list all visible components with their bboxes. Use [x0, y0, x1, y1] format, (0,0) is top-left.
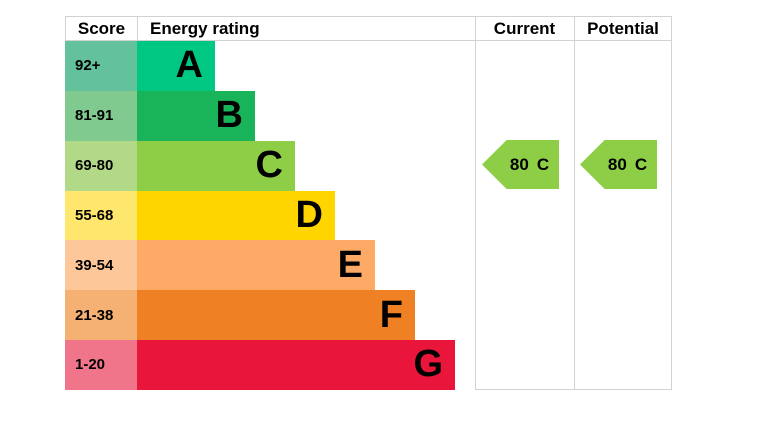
- score-cell-f: 21-38: [65, 290, 137, 341]
- rating-bar-b: B: [137, 90, 255, 141]
- score-cell-a: 92+: [65, 41, 137, 91]
- score-cell-e: 39-54: [65, 240, 137, 291]
- rating-bands: 92+ A 81-91 B 69-80 C 55-68 D 39-54 E 21…: [65, 41, 455, 390]
- header-energy-rating: Energy rating: [150, 19, 260, 38]
- band-row-e: 39-54 E: [65, 240, 455, 291]
- rating-bar-d: D: [137, 190, 335, 241]
- band-row-f: 21-38 F: [65, 290, 455, 341]
- current-score-value: 80: [509, 154, 529, 174]
- current-column-divider: [475, 16, 574, 390]
- header-row: Score Energy rating Current Potential: [65, 16, 672, 41]
- rating-bar-c: C: [137, 140, 295, 191]
- header-potential: Potential: [587, 19, 659, 38]
- band-row-d: 55-68 D: [65, 190, 455, 241]
- rating-bar-f: F: [137, 290, 415, 341]
- rating-bar-a: A: [137, 41, 215, 91]
- rating-bar-g: G: [137, 340, 455, 390]
- score-cell-c: 69-80: [65, 140, 137, 191]
- band-row-b: 81-91 B: [65, 90, 455, 141]
- score-cell-d: 55-68: [65, 190, 137, 241]
- band-row-a: 92+ A: [65, 41, 455, 91]
- rating-bar-e: E: [137, 240, 375, 291]
- band-row-g: 1-20 G: [65, 340, 455, 390]
- header-current: Current: [493, 19, 556, 38]
- epc-energy-rating-chart: Score Energy rating Current Potential 92…: [65, 16, 672, 390]
- current-band-letter: C: [536, 154, 550, 174]
- potential-score-value: 80: [607, 154, 627, 174]
- potential-band-letter: C: [634, 154, 648, 174]
- score-cell-g: 1-20: [65, 340, 137, 390]
- score-cell-b: 81-91: [65, 90, 137, 141]
- header-score: Score: [66, 17, 138, 40]
- band-row-c: 69-80 C: [65, 140, 455, 191]
- potential-column-divider: [574, 16, 672, 390]
